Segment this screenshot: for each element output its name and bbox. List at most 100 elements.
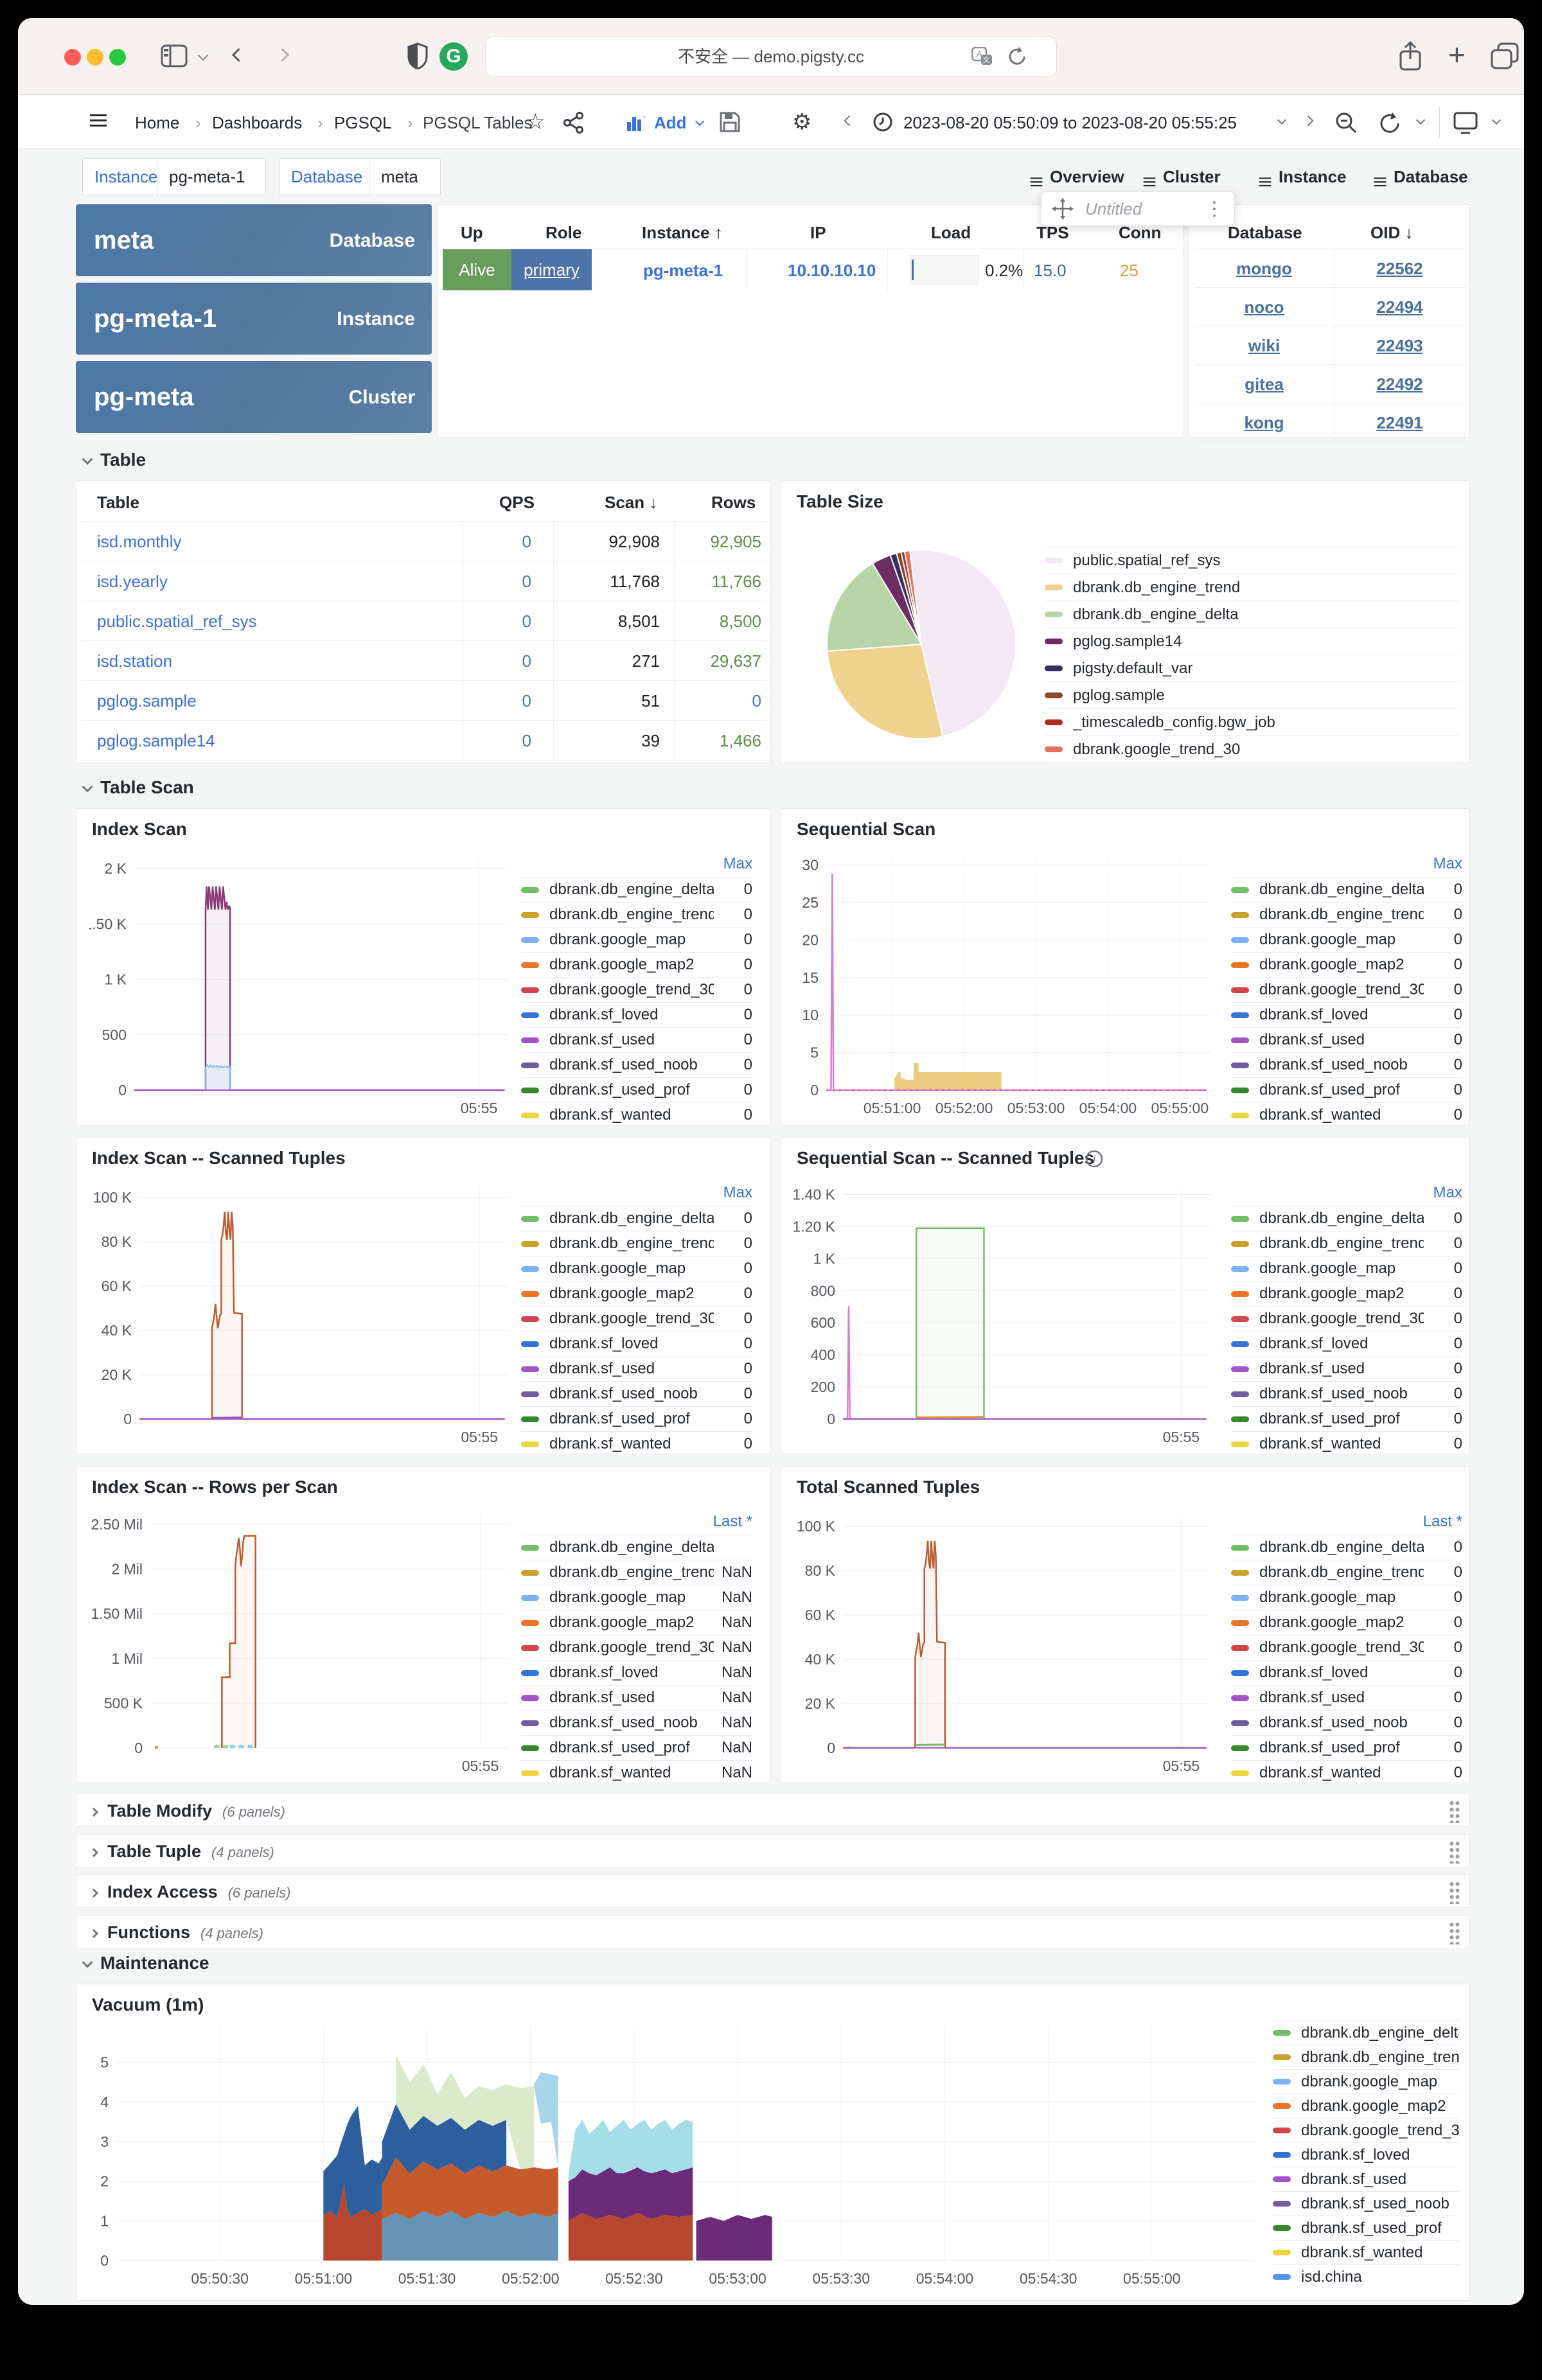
legend-item[interactable]: dbrank.sf_wanted xyxy=(1273,2240,1459,2264)
legend-item[interactable]: dbrank.sf_used NaN xyxy=(521,1685,752,1710)
legend-item[interactable]: public.spatial_ref_sys xyxy=(1045,547,1460,574)
panel-title[interactable]: Vacuum (1m) xyxy=(92,1995,204,2014)
legend-item[interactable]: dbrank.google_map 0 xyxy=(1231,927,1462,952)
new-tab-icon[interactable]: + xyxy=(1448,38,1466,71)
vacuum-chart[interactable]: 05:50:30 05:51:00 05:51:30 05:52:00 05:52:30… xyxy=(85,2016,1264,2295)
sidebar-chevron-icon[interactable] xyxy=(197,49,209,61)
total-scanned-tuples-chart[interactable]: 05:55 0 20 K 40 K 60 K 80 K 100 K xyxy=(793,1504,1215,1776)
index-scan-chart[interactable]: 05:55 0 500 1 K 1.50 K 2 K xyxy=(89,846,513,1118)
legend-item[interactable]: dbrank.db_engine_delta xyxy=(521,1535,752,1560)
minimize-window-button[interactable] xyxy=(87,49,103,66)
legend-item[interactable]: dbrank.google_map2 0 xyxy=(1231,952,1462,977)
legend-item[interactable]: dbrank.db_engine_delta 0 xyxy=(521,877,752,902)
legend-item[interactable]: dbrank.sf_used_prof NaN xyxy=(521,1735,752,1760)
table-link[interactable]: isd.monthly xyxy=(97,532,182,551)
legend-item[interactable]: dbrank.sf_used xyxy=(1273,2167,1459,2191)
legend-item[interactable]: dbrank.google_trend_30 xyxy=(1273,2118,1459,2142)
legend-item[interactable]: dbrank.google_trend_30 0 xyxy=(1231,1635,1462,1660)
refresh-icon[interactable] xyxy=(1379,112,1402,135)
drag-handle-icon[interactable] xyxy=(1449,1840,1460,1864)
shield-icon[interactable] xyxy=(407,42,428,69)
panel-title[interactable]: Index Scan -- Scanned Tuples xyxy=(92,1148,346,1168)
tv-mode-icon[interactable] xyxy=(1453,112,1478,135)
legend-item[interactable]: dbrank.sf_used_noob NaN xyxy=(521,1710,752,1735)
legend-item[interactable]: dbrank.sf_loved NaN xyxy=(521,1660,752,1685)
db-link[interactable]: wiki xyxy=(1248,336,1281,355)
link-database[interactable]: Database xyxy=(1372,167,1468,187)
col-up[interactable]: Up xyxy=(461,223,483,242)
zoom-window-button[interactable] xyxy=(109,49,126,66)
col-oid[interactable]: OID ↓ xyxy=(1370,223,1414,242)
untitled-panel-ghost[interactable]: Untitled ⋮ xyxy=(1041,191,1235,226)
legend-item[interactable]: dbrank.google_map2 xyxy=(1273,2094,1459,2118)
legend-item[interactable]: dbrank.sf_used 0 xyxy=(1231,1356,1462,1381)
legend-item[interactable]: dbrank.sf_wanted 0 xyxy=(1231,1431,1462,1456)
breadcrumb-home[interactable]: Home xyxy=(135,113,180,132)
row-table-modify[interactable]: Table Modify (6 panels) xyxy=(76,1794,1470,1827)
card-cluster[interactable]: pg-meta Cluster xyxy=(76,361,432,433)
time-range-chevron-icon[interactable] xyxy=(1277,115,1287,125)
legend-item[interactable]: dbrank.sf_used_prof 0 xyxy=(1231,1735,1462,1760)
reload-icon[interactable] xyxy=(1006,46,1028,67)
star-icon[interactable]: ☆ xyxy=(526,110,545,134)
section-maintenance[interactable]: Maintenance xyxy=(82,1953,209,1973)
card-instance[interactable]: pg-meta-1 Instance xyxy=(76,283,432,355)
time-back-icon[interactable] xyxy=(844,115,855,127)
panel-title[interactable]: Sequential Scan xyxy=(797,819,936,839)
legend-item[interactable]: dbrank.db_engine_trend 0 xyxy=(1231,1231,1462,1256)
link-cluster[interactable]: Cluster xyxy=(1141,167,1221,187)
row-table-tuple[interactable]: Table Tuple (4 panels) xyxy=(76,1834,1470,1867)
pie-slice[interactable] xyxy=(826,643,944,739)
oid-link[interactable]: 22494 xyxy=(1376,297,1423,317)
legend-item[interactable]: isd.china xyxy=(1273,2264,1459,2289)
breadcrumb-pgsql[interactable]: PGSQL xyxy=(334,113,392,132)
legend-item[interactable]: dbrank.db_engine_trend xyxy=(1045,574,1460,601)
legend-item[interactable]: pglog.sample14 xyxy=(1045,628,1460,655)
grammarly-icon[interactable]: G xyxy=(439,42,468,71)
legend-item[interactable]: dbrank.google_trend_30 NaN xyxy=(521,1635,752,1660)
legend-item[interactable]: dbrank.db_engine_trend 0 xyxy=(521,1231,752,1256)
drag-handle-icon[interactable] xyxy=(1449,1881,1460,1904)
legend-item[interactable]: dbrank.sf_wanted 0 xyxy=(1231,1102,1462,1127)
legend-item[interactable]: dbrank.google_map2 NaN xyxy=(521,1610,752,1635)
pie-slice[interactable] xyxy=(903,549,922,645)
legend-item[interactable]: dbrank.google_map 0 xyxy=(1231,1585,1462,1610)
back-icon[interactable] xyxy=(231,48,246,62)
legend-item[interactable]: dbrank.sf_used_noob 0 xyxy=(521,1052,752,1077)
legend-item[interactable]: dbrank.google_map 0 xyxy=(521,1256,752,1281)
col-tps[interactable]: TPS xyxy=(1036,223,1069,242)
legend-item[interactable]: dbrank.sf_used_prof xyxy=(1273,2216,1459,2240)
share-dashboard-icon[interactable] xyxy=(563,112,585,134)
legend-item[interactable]: pglog.sample xyxy=(1045,682,1460,709)
legend-item[interactable]: dbrank.google_trend_30 0 xyxy=(521,977,752,1002)
col-rows[interactable]: Rows xyxy=(711,493,756,512)
legend-item[interactable]: dbrank.sf_loved 0 xyxy=(521,1002,752,1027)
database-var-select[interactable]: meta xyxy=(369,158,441,217)
legend-item[interactable]: dbrank.google_map2 0 xyxy=(1231,1610,1462,1635)
legend-item[interactable]: dbrank.db_engine_trend 0 xyxy=(1231,902,1462,927)
legend-item[interactable]: dbrank.google_trend_30 0 xyxy=(1231,977,1462,1002)
legend-item[interactable]: dbrank.google_map 0 xyxy=(1231,1256,1462,1281)
legend-item[interactable]: dbrank.google_map NaN xyxy=(521,1585,752,1610)
db-link[interactable]: kong xyxy=(1244,413,1284,432)
pie-slice[interactable] xyxy=(826,562,923,652)
panel-title[interactable]: Total Scanned Tuples xyxy=(797,1477,980,1497)
row-functions[interactable]: Functions (4 panels) xyxy=(76,1915,1470,1948)
sidebar-icon[interactable] xyxy=(161,44,188,68)
legend-item[interactable]: dbrank.db_engine_delta xyxy=(1273,2020,1459,2045)
table-link[interactable]: public.spatial_ref_sys xyxy=(97,612,257,631)
legend-item[interactable]: dbrank.db_engine_trend NaN xyxy=(521,1560,752,1585)
legend-item[interactable]: dbrank.google_trend_30 0 xyxy=(521,1306,752,1331)
time-forward-icon[interactable] xyxy=(1302,115,1314,127)
translate-icon[interactable]: A文 xyxy=(971,47,993,67)
legend-item[interactable]: _timescaledb_config.bgw_job xyxy=(1045,709,1460,736)
legend-item[interactable]: dbrank.sf_loved 0 xyxy=(1231,1002,1462,1027)
legend-item[interactable]: dbrank.google_map2 0 xyxy=(521,1281,752,1306)
panel-title[interactable]: Index Scan xyxy=(92,819,187,839)
save-icon[interactable] xyxy=(718,110,741,134)
legend-item[interactable]: dbrank.sf_used_noob 0 xyxy=(1231,1052,1462,1077)
tv-chevron-icon[interactable] xyxy=(1491,115,1502,125)
col-scan[interactable]: Scan ↓ xyxy=(605,493,658,512)
oid-link[interactable]: 22491 xyxy=(1376,413,1423,432)
oid-link[interactable]: 22493 xyxy=(1376,336,1423,355)
